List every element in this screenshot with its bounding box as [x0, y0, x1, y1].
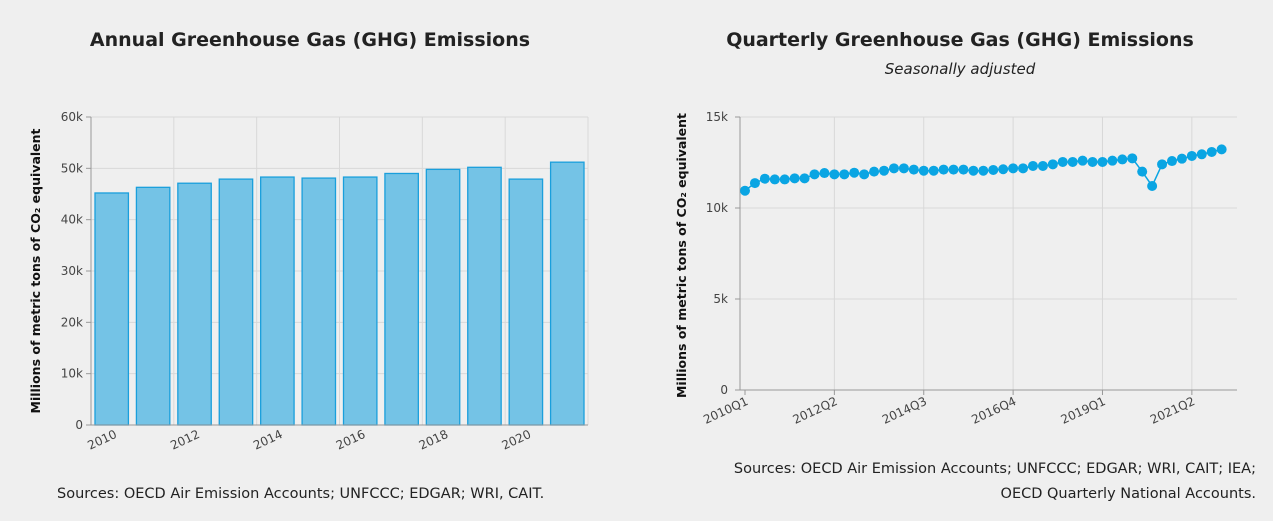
data-point-16	[898, 163, 909, 174]
data-point-31	[1047, 159, 1058, 170]
y-tick-label: 0	[75, 418, 83, 432]
data-point-48	[1216, 144, 1227, 155]
data-point-24	[978, 165, 989, 176]
data-point-23	[968, 165, 979, 176]
data-point-44	[1176, 153, 1187, 164]
data-point-8	[819, 168, 830, 179]
annual-chart-title: Annual Greenhouse Gas (GHG) Emissions	[89, 29, 531, 51]
data-point-22	[958, 164, 969, 175]
data-point-5	[789, 173, 800, 184]
bar-2016	[342, 176, 378, 426]
data-point-7	[809, 169, 820, 180]
data-point-2	[759, 173, 770, 184]
data-point-39	[1127, 153, 1138, 164]
x-tick-label: 2012	[168, 427, 202, 453]
data-point-29	[1027, 160, 1038, 171]
data-point-1	[749, 178, 760, 189]
data-point-27	[1008, 163, 1019, 174]
y-tick-label: 5k	[713, 292, 728, 306]
data-point-37	[1107, 155, 1118, 166]
data-point-6	[799, 173, 810, 184]
data-point-18	[918, 165, 929, 176]
data-point-12	[859, 169, 870, 180]
x-tick-label: 2012Q2	[791, 394, 840, 427]
data-point-0	[740, 185, 750, 196]
quarterly-sources-line1: Sources: OECD Air Emission Accounts; UNF…	[733, 461, 1256, 477]
data-point-40	[1137, 166, 1148, 177]
data-point-42	[1157, 159, 1168, 170]
x-tick-label: 2014	[251, 427, 285, 453]
x-tick-label: 2016Q4	[969, 394, 1018, 427]
data-point-43	[1166, 156, 1177, 167]
bar-2020	[508, 178, 544, 426]
data-point-30	[1037, 160, 1048, 171]
data-point-26	[998, 164, 1009, 175]
y-axis-label: Millions of metric tons of CO₂ equivalen…	[28, 128, 43, 413]
bar-2014	[260, 176, 295, 426]
data-point-32	[1057, 156, 1068, 167]
data-point-11	[849, 167, 860, 178]
x-tick-label: 2010Q1	[701, 394, 750, 427]
x-tick-label: 2019Q1	[1059, 394, 1108, 427]
data-point-10	[839, 169, 850, 180]
y-tick-label: 60k	[61, 110, 83, 124]
bar-2013	[218, 178, 254, 426]
data-point-21	[948, 164, 959, 175]
y-tick-label: 40k	[61, 213, 83, 227]
data-point-4	[779, 174, 790, 185]
data-point-17	[908, 164, 919, 175]
y-tick-label: 15k	[706, 110, 728, 124]
x-tick-label: 2016	[334, 427, 368, 453]
data-point-9	[829, 169, 840, 180]
y-tick-label: 10k	[61, 367, 83, 381]
bar-2019	[467, 166, 502, 426]
x-tick-label: 2014Q3	[880, 394, 929, 427]
bar-2015	[301, 177, 337, 426]
x-tick-label: 2021Q2	[1148, 394, 1197, 427]
data-point-13	[869, 166, 880, 177]
x-tick-label: 2010	[85, 427, 119, 453]
annual-sources: Sources: OECD Air Emission Accounts; UNF…	[57, 486, 545, 502]
data-point-47	[1206, 146, 1217, 157]
data-point-15	[888, 163, 899, 174]
data-point-34	[1077, 155, 1088, 166]
data-point-33	[1067, 156, 1078, 167]
data-point-41	[1147, 180, 1158, 191]
data-point-35	[1087, 156, 1098, 167]
data-point-38	[1117, 154, 1128, 165]
x-tick-label: 2020	[500, 427, 534, 453]
data-point-14	[879, 165, 890, 176]
data-point-25	[988, 164, 999, 175]
y-tick-label: 0	[720, 383, 728, 397]
bar-2021	[549, 161, 585, 426]
quarterly-chart-title: Quarterly Greenhouse Gas (GHG) Emissions	[726, 29, 1194, 51]
quarterly-chart-subtitle: Seasonally adjusted	[884, 60, 1036, 78]
quarterly-sources-line2: OECD Quarterly National Accounts.	[1000, 486, 1256, 502]
bar-2010	[94, 192, 130, 426]
data-point-36	[1097, 156, 1108, 167]
bar-2017	[384, 172, 419, 426]
data-point-3	[769, 174, 780, 185]
data-point-28	[1018, 163, 1029, 174]
data-point-20	[938, 164, 949, 175]
y-tick-label: 30k	[61, 264, 83, 278]
x-tick-label: 2018	[417, 427, 451, 453]
y-axis-label: Millions of metric tons of CO₂ equivalen…	[674, 113, 689, 398]
bar-2012	[177, 182, 212, 426]
bar-2011	[135, 186, 171, 426]
y-tick-label: 20k	[61, 315, 83, 329]
y-tick-label: 10k	[706, 201, 728, 215]
bar-2018	[425, 168, 461, 426]
y-tick-label: 50k	[61, 161, 83, 175]
data-point-46	[1196, 149, 1207, 160]
data-point-19	[928, 165, 939, 176]
data-point-45	[1186, 150, 1197, 161]
